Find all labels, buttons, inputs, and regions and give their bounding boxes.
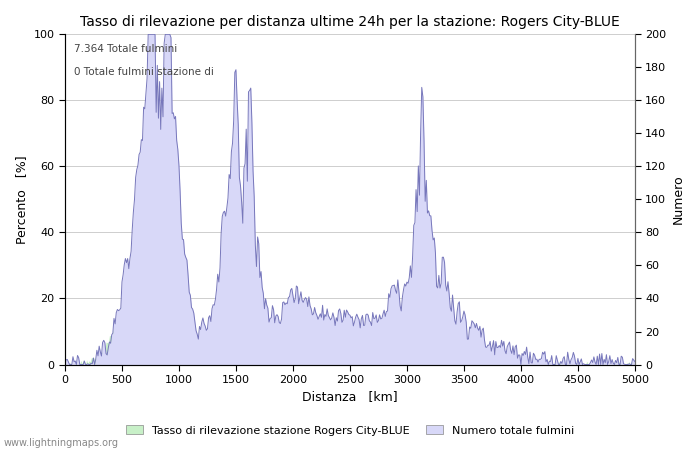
Text: 7.364 Totale fulmini: 7.364 Totale fulmini	[74, 44, 177, 54]
Legend: Tasso di rilevazione stazione Rogers City-BLUE, Numero totale fulmini: Tasso di rilevazione stazione Rogers Cit…	[122, 421, 578, 440]
Y-axis label: Numero: Numero	[672, 175, 685, 224]
Y-axis label: Percento   [%]: Percento [%]	[15, 155, 28, 244]
X-axis label: Distanza   [km]: Distanza [km]	[302, 391, 398, 404]
Title: Tasso di rilevazione per distanza ultime 24h per la stazione: Rogers City-BLUE: Tasso di rilevazione per distanza ultime…	[80, 15, 620, 29]
Text: 0 Totale fulmini stazione di: 0 Totale fulmini stazione di	[74, 68, 214, 77]
Text: www.lightningmaps.org: www.lightningmaps.org	[4, 438, 118, 448]
